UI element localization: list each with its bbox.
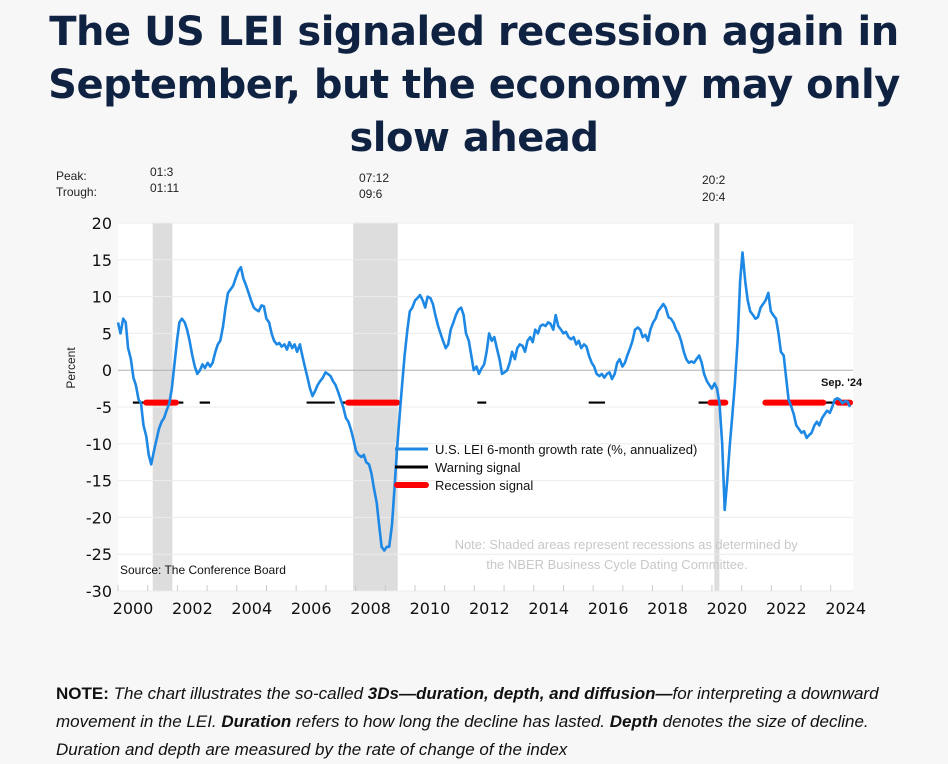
y-tick-label: -15 (86, 472, 112, 491)
x-tick-label: 2018 (647, 599, 688, 618)
x-tick-label: 2020 (707, 599, 748, 618)
x-tick-label: 2022 (766, 599, 807, 618)
recession-1-trough: 01:11 (150, 181, 180, 195)
peak-label: Peak: (56, 169, 87, 183)
lei-chart: 20 15 10 5 0 -5 -10 -15 -20 -25 -30 2000 2002 2004 20… (64, 214, 866, 618)
legend-label-lei: U.S. LEI 6-month growth rate (%, annuali… (435, 442, 697, 457)
explanatory-note: NOTE: The chart illustrates the so-calle… (56, 680, 916, 764)
note-text-3: refers to how long the decline has laste… (291, 712, 610, 731)
page-title: The US LEI signaled recession again in S… (48, 9, 900, 161)
x-tick-label: 2002 (172, 599, 213, 618)
y-tick-label: 10 (92, 288, 112, 307)
x-tick-label: 2012 (469, 599, 510, 618)
y-tick-label: -5 (96, 398, 112, 417)
y-tick-label: 15 (92, 251, 112, 270)
nber-note-line-2: the NBER Business Cycle Dating Committee… (486, 557, 748, 572)
x-tick-label: 2000 (113, 599, 154, 618)
x-tick-label: 2006 (291, 599, 332, 618)
legend-label-recession: Recession signal (435, 478, 533, 493)
recession-3-peak: 20:2 (702, 173, 726, 187)
note-depth: Depth (609, 712, 658, 731)
note-lead: NOTE: (56, 684, 109, 703)
y-tick-label: -30 (86, 582, 112, 601)
x-tick-label: 2014 (528, 599, 569, 618)
y-tick-label: 20 (92, 214, 112, 233)
note-text-1: The chart illustrates the so-called (108, 684, 368, 703)
recession-1-peak: 01:3 (150, 165, 174, 179)
x-tick-label: 2024 (825, 599, 866, 618)
x-tick-label: 2010 (410, 599, 451, 618)
note-3ds: 3Ds—duration, depth, and diffusion— (367, 684, 673, 703)
y-tick-label: 0 (102, 361, 112, 380)
x-tick-label: 2016 (588, 599, 629, 618)
legend-label-warning: Warning signal (435, 460, 521, 475)
y-tick-label: 5 (102, 324, 112, 343)
x-tick-label: 2008 (350, 599, 391, 618)
recession-3-trough: 20:4 (702, 190, 726, 204)
recession-2-trough: 09:6 (359, 187, 383, 201)
note-text-2: for interpreting a downward movement in … (56, 684, 879, 731)
y-tick-label: -20 (86, 508, 112, 527)
x-tick-label: 2004 (231, 599, 272, 618)
nber-note-line-1: Note: Shaded areas represent recessions … (455, 537, 799, 552)
note-duration: Duration (221, 712, 292, 731)
trough-label: Trough: (56, 185, 97, 199)
y-tick-label: -25 (86, 545, 112, 564)
y-tick-label: -10 (86, 435, 112, 454)
source-annotation: Source: The Conference Board (120, 563, 286, 577)
lei-series-line (116, 251, 852, 552)
recession-2-peak: 07:12 (359, 171, 390, 185)
nber-note-annotation: Note: Shaded areas represent recessions … (455, 537, 802, 572)
latest-point-annotation: Sep. '24 (821, 377, 863, 389)
y-axis-label: Percent (64, 347, 78, 389)
